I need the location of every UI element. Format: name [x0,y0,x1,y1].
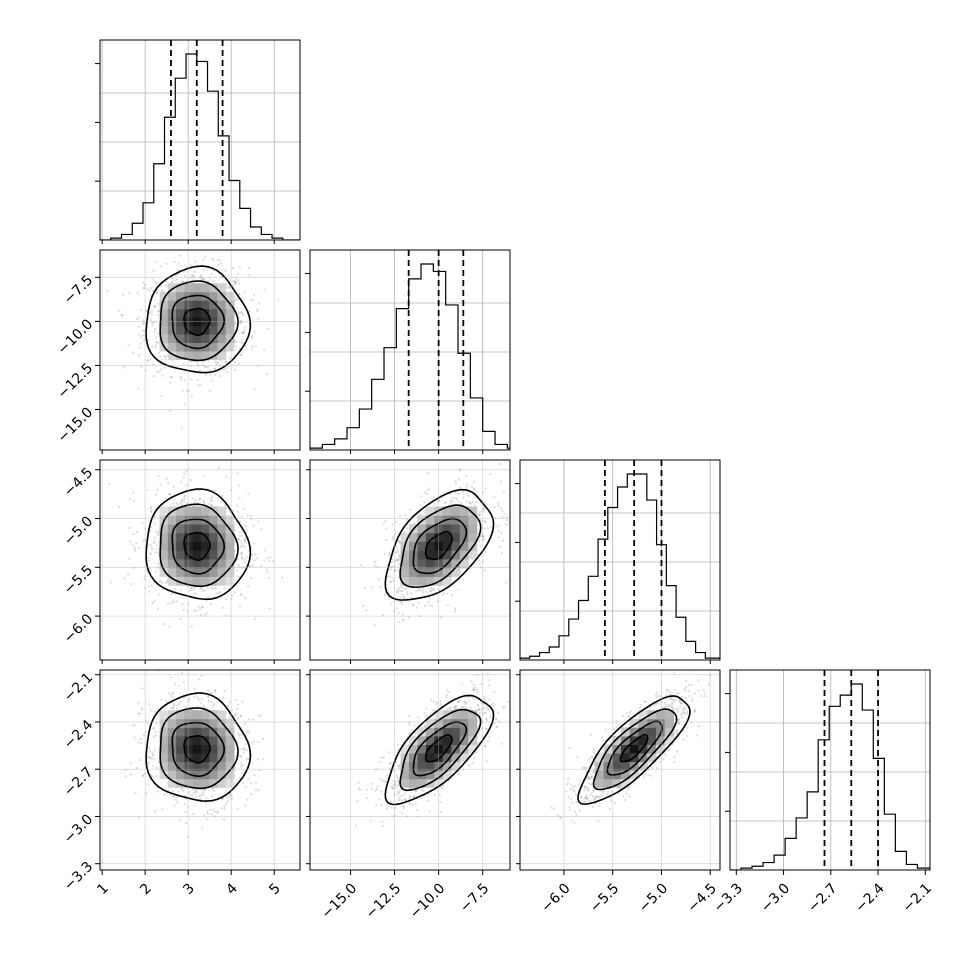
x-tick-label: −10.0 [407,880,449,922]
contour-level-0 [183,531,211,561]
histogram-panel-0 [95,39,301,241]
density-frame-1-0 [99,249,301,451]
x-tick-label: −6.0 [538,880,573,915]
histogram-panel-3 [725,669,931,871]
histogram-frame-1 [309,249,511,451]
histogram-step-1 [310,263,510,450]
x-tick-label: 2 [137,880,155,898]
x-tick-label: −7.5 [457,880,492,915]
density-frame-3-1 [309,669,511,871]
y-tick-label: −2.1 [61,670,96,705]
contour-level-2 [159,707,239,790]
contour-level-2 [592,708,678,791]
x-tick-label: −12.5 [363,880,405,922]
x-tick-label: −2.4 [852,880,887,915]
y-tick-label: −7.5 [61,272,96,307]
x-tick-label: −3.3 [711,880,746,915]
density-panel-1-0 [99,249,301,451]
x-tick-label: −5.5 [587,880,622,915]
y-tick-label: −6.0 [61,611,96,646]
contour-level-0 [619,733,649,763]
y-tick-label: −3.3 [61,859,96,894]
y-tick-label: −5.0 [61,514,96,549]
histogram-panel-1 [305,249,511,451]
y-tick-label: −12.5 [55,360,97,402]
x-tick-label: −15.0 [319,880,361,922]
y-tick-label: −10.0 [55,316,97,358]
contour-level-0 [424,530,453,561]
histogram-step-0 [100,53,300,240]
x-tick-label: 5 [266,880,284,898]
contour-level-3 [145,488,252,601]
x-tick-label: −4.5 [685,880,720,915]
histogram-panel-2 [515,459,721,661]
contour-level-1 [412,721,468,777]
density-panel-3-1 [309,669,511,871]
density-frame-3-2 [519,669,721,871]
contour-level-2 [399,504,482,589]
density-panel-2-1 [309,459,511,661]
y-tick-label: −2.4 [61,717,96,752]
y-tick-label: −5.5 [61,562,96,597]
contour-level-3 [384,488,495,601]
y-tick-label: −15.0 [55,404,97,446]
contour-level-2 [159,503,239,588]
contour-level-0 [424,734,453,763]
density-frame-2-0 [99,459,301,661]
x-tick-label: −2.7 [805,880,840,915]
contour-level-1 [606,720,663,776]
contour-level-3 [384,694,495,806]
density-panel-3-0 [99,669,301,871]
x-tick-label: −3.0 [758,880,793,915]
histogram-frame-2 [519,459,721,661]
density-frame-2-1 [309,459,511,661]
y-tick-label: −2.7 [61,764,96,799]
x-tick-label: −2.1 [900,880,935,915]
density-frame-3-0 [99,669,301,871]
x-tick-label: 3 [180,880,198,898]
y-tick-label: −3.0 [61,811,96,846]
contour-level-1 [171,721,226,778]
density-panel-2-0 [99,459,301,661]
density-panel-3-2 [519,669,721,871]
histogram-step-2 [520,473,720,660]
histogram-step-3 [730,683,930,870]
x-tick-label: 1 [94,880,112,898]
y-tick-label: −4.5 [61,465,96,500]
histogram-frame-3 [729,669,931,871]
x-tick-label: 4 [223,880,241,898]
contour-level-0 [183,734,211,764]
plot-root: 1 2 3 4 5 −15.0 −12.5 −10.0 −7.5 −6.0 −5.5 −5.0 −4.5… [55,39,935,922]
contour-level-3 [145,692,252,802]
histogram-frame-0 [99,39,301,241]
contour-level-2 [399,708,482,792]
x-tick-label: −5.0 [636,880,671,915]
contour-level-1 [171,518,226,575]
